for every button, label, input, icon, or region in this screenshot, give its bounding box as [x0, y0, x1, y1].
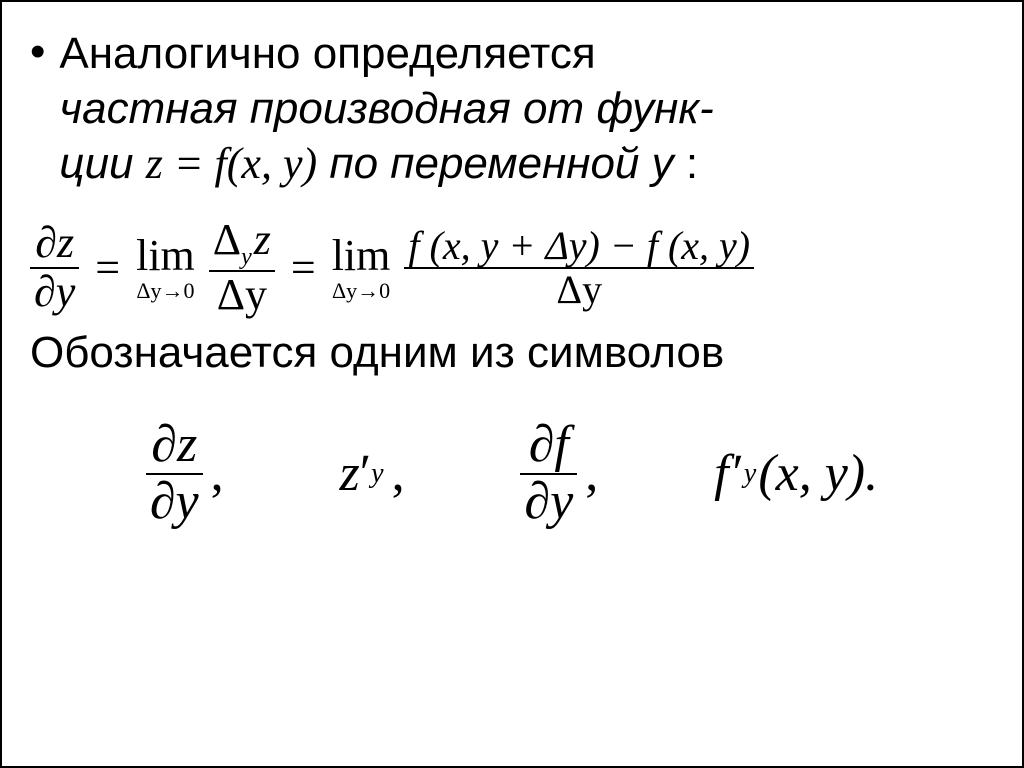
delta-symbol: Δ	[213, 215, 241, 264]
limit-1-sub-zero: 0	[184, 278, 195, 303]
notation-2-prime: ′	[360, 444, 371, 503]
notation-1: ∂z ∂y ,	[146, 418, 224, 529]
frac-dz-dy-num: ∂z	[31, 220, 78, 266]
limit-2-sub: Δy→0	[332, 280, 390, 302]
para-line-3: ции z = f(x, y) по переменной y :	[59, 136, 713, 191]
notation-4-args: (x, y).	[758, 444, 878, 503]
notation-2: z′y ,	[340, 444, 405, 503]
notation-2-base: z	[340, 444, 360, 503]
para-line-3a: ции	[59, 139, 145, 188]
slide-frame: • Аналогично определяется частная произв…	[0, 0, 1024, 768]
frac-diff-den-text: Δy	[556, 267, 602, 312]
limit-2: lim Δy→0	[332, 234, 391, 302]
bullet-paragraph: • Аналогично определяется частная произв…	[30, 26, 994, 191]
limit-2-sub-arrow: →	[357, 278, 379, 303]
equation-row: ∂z ∂y = lim Δy→0 Δyz Δy = lim	[30, 217, 994, 318]
notation-3-num: ∂f	[525, 418, 573, 473]
para-line-3b: по переменной y	[317, 139, 674, 188]
limit-1-text: lim	[136, 234, 195, 278]
notation-3-frac: ∂f ∂y	[520, 418, 577, 529]
notation-4-sub: y	[744, 458, 756, 490]
notation-row: ∂z ∂y , z′y , ∂f ∂y , f′y(x, y).	[30, 418, 994, 529]
para-line-3-eq: z = f(x, y)	[146, 139, 317, 188]
bullet-dot: •	[30, 28, 45, 76]
notation-intro: Обозначается одним из символов	[30, 328, 994, 378]
limit-1: lim Δy→0	[136, 234, 195, 302]
equals-1: =	[95, 242, 120, 293]
notation-4-base: f	[714, 444, 728, 503]
para-line-2: частная производная от функ-	[59, 81, 713, 136]
notation-1-comma: ,	[211, 444, 224, 503]
limit-1-sub: Δy→0	[136, 280, 194, 302]
equals-2: =	[291, 242, 316, 293]
limit-2-sub-zero: 0	[379, 278, 390, 303]
notation-3-den: ∂y	[520, 475, 577, 530]
frac-delta-z-den-text: Δy	[217, 270, 267, 319]
notation-2-comma: ,	[392, 444, 405, 503]
frac-delta-z-num: Δyz	[209, 217, 275, 270]
limit-1-sub-dy: Δy	[136, 278, 161, 303]
frac-dz-dy-den: ∂y	[30, 269, 79, 315]
delta-z: z	[254, 215, 271, 264]
notation-3: ∂f ∂y ,	[520, 418, 598, 529]
frac-diff-den: Δy	[552, 269, 606, 311]
frac-difference-quotient: f (x, y + Δy) − f (x, y) Δy	[404, 225, 754, 311]
para-line-1: Аналогично определяется	[59, 26, 713, 81]
notation-4: f′y(x, y).	[714, 444, 878, 503]
delta-sub-y: y	[241, 244, 252, 270]
notation-1-frac: ∂z ∂y	[146, 418, 203, 529]
frac-delta-z: Δyz Δy	[209, 217, 275, 318]
paragraph-text: Аналогично определяется частная производ…	[59, 26, 713, 191]
limit-2-text: lim	[332, 234, 391, 278]
notation-1-den: ∂y	[146, 475, 203, 530]
notation-1-num: ∂z	[147, 418, 201, 473]
frac-delta-z-den: Δy	[213, 272, 271, 318]
limit-1-sub-arrow: →	[162, 278, 184, 303]
notation-2-sub: y	[371, 458, 383, 490]
para-line-3-colon: :	[674, 139, 698, 188]
notation-3-comma: ,	[585, 444, 598, 503]
frac-diff-num: f (x, y + Δy) − f (x, y)	[404, 225, 754, 267]
notation-4-prime: ′	[733, 444, 744, 503]
limit-2-sub-dy: Δy	[332, 278, 357, 303]
frac-dz-dy: ∂z ∂y	[30, 220, 79, 314]
